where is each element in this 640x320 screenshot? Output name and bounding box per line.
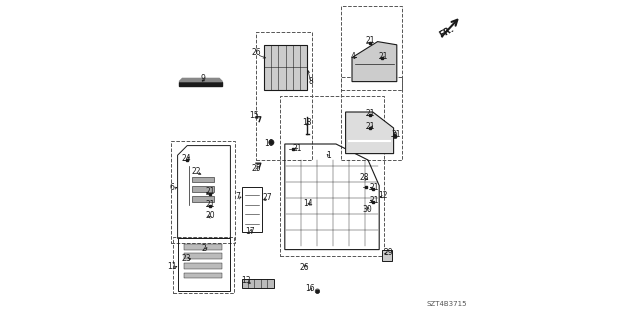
Text: 28: 28 — [360, 173, 369, 182]
Text: 15: 15 — [250, 111, 259, 120]
Text: 21: 21 — [366, 122, 375, 131]
Text: 30: 30 — [362, 205, 372, 214]
Text: 21: 21 — [369, 183, 378, 192]
Polygon shape — [346, 112, 394, 154]
Text: 21: 21 — [379, 52, 388, 60]
Text: FR.: FR. — [437, 24, 456, 40]
Text: 11: 11 — [168, 262, 177, 271]
Text: 8: 8 — [308, 77, 313, 86]
Text: 10: 10 — [264, 139, 274, 148]
Text: 3: 3 — [393, 132, 397, 140]
Bar — [192, 177, 214, 182]
Bar — [383, 250, 392, 261]
Text: 18: 18 — [302, 118, 311, 127]
Text: 21: 21 — [293, 144, 302, 153]
Text: 21: 21 — [206, 188, 215, 196]
Text: 26: 26 — [300, 263, 310, 272]
Text: 25: 25 — [251, 164, 261, 172]
Polygon shape — [352, 42, 397, 82]
Text: 16: 16 — [305, 284, 315, 293]
Text: 12: 12 — [379, 191, 388, 200]
Text: 24: 24 — [181, 154, 191, 163]
Text: 21: 21 — [392, 130, 401, 139]
Bar — [242, 279, 274, 288]
Text: 17: 17 — [244, 227, 255, 236]
Text: 26: 26 — [251, 48, 261, 57]
Bar — [192, 196, 214, 202]
Text: 22: 22 — [191, 167, 200, 176]
Text: 29: 29 — [383, 248, 393, 257]
Text: 4: 4 — [350, 52, 355, 60]
Text: 23: 23 — [181, 254, 191, 263]
Text: 20: 20 — [205, 212, 216, 220]
Bar — [192, 186, 214, 192]
Text: 21: 21 — [206, 200, 215, 209]
Polygon shape — [179, 78, 223, 82]
Bar — [184, 253, 223, 259]
Text: 27: 27 — [262, 193, 272, 202]
Text: 9: 9 — [201, 74, 205, 83]
Text: 14: 14 — [303, 199, 313, 208]
Text: 6: 6 — [170, 183, 175, 192]
Text: 13: 13 — [241, 276, 251, 285]
Bar — [184, 263, 223, 269]
Text: 21: 21 — [366, 109, 375, 118]
Text: 2: 2 — [202, 244, 207, 253]
Bar — [264, 45, 307, 90]
Bar — [184, 273, 223, 278]
Text: 1: 1 — [326, 151, 331, 160]
Polygon shape — [179, 82, 223, 86]
Text: SZT4B3715: SZT4B3715 — [427, 301, 467, 307]
Text: 21: 21 — [369, 196, 378, 204]
Bar — [184, 244, 223, 250]
Text: 21: 21 — [366, 36, 375, 44]
Text: 7: 7 — [235, 192, 240, 201]
